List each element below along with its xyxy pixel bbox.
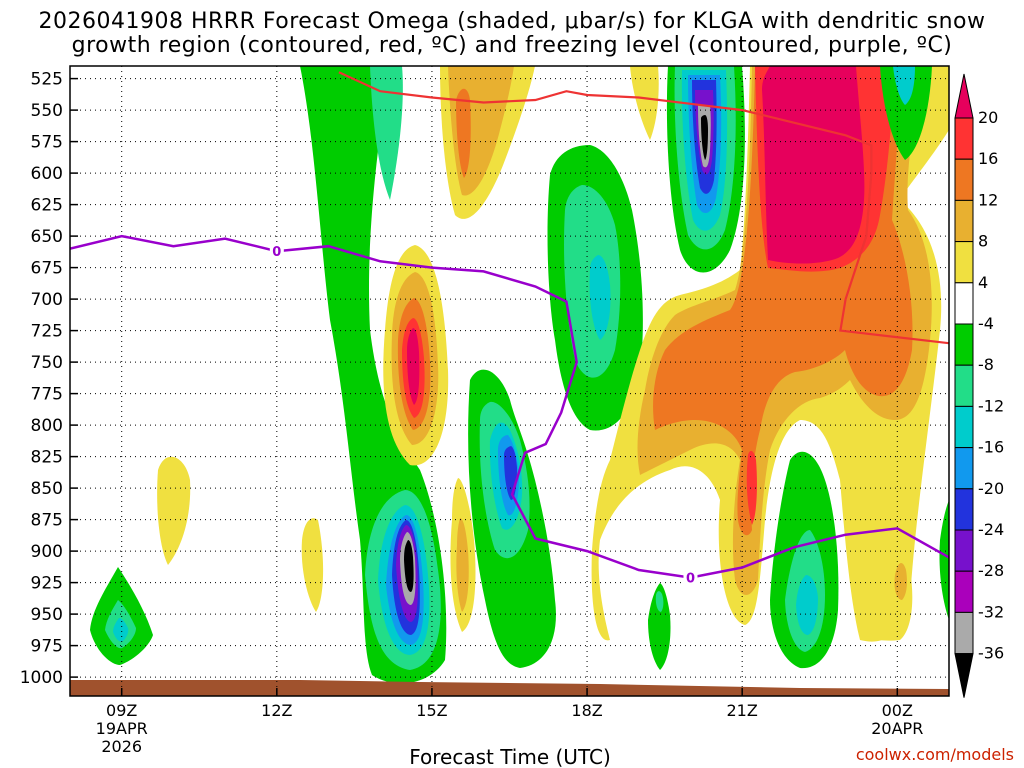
omega-fill-cyan-19z <box>589 255 611 340</box>
omega-fill-magenta-mid <box>407 328 420 405</box>
colorbar-segment <box>954 405 974 449</box>
y-tick-label: 600 <box>31 164 63 184</box>
colorbar-label: -8 <box>978 355 994 374</box>
freezing-level-label: 0 <box>686 572 695 587</box>
y-tick-label: 775 <box>31 385 63 405</box>
colorbar-segment <box>954 117 974 160</box>
y-tick-label: 725 <box>31 322 63 342</box>
omega-fill-cyan-23z <box>796 575 818 635</box>
omega-fill-green-edge-right <box>939 500 949 620</box>
x-tick-label: 18Z <box>571 701 602 720</box>
colorbar-label: 16 <box>978 149 998 168</box>
omega-fill-black-lower <box>404 540 414 592</box>
omega-fill-gold-16z <box>456 518 469 612</box>
x-tick-year: 2026 <box>101 737 142 756</box>
y-tick-label: 925 <box>31 574 63 594</box>
colorbar-top-arrow <box>954 73 974 119</box>
colorbar-segment <box>954 241 974 284</box>
colorbar-label: -16 <box>978 438 1004 457</box>
chart-title-line2: growth region (contoured, red, ºC) and f… <box>72 33 953 58</box>
colorbar: 20 16 12 8 4 -4 -8 -12 -16 -20 -24 -28 -32 -36 <box>954 73 1004 698</box>
colorbar-segment <box>954 529 974 572</box>
y-tick-label: 950 <box>31 605 63 625</box>
colorbar-segment <box>954 364 974 407</box>
y-tick-label: 625 <box>31 196 63 216</box>
colorbar-segment <box>954 447 974 490</box>
colorbar-label: 8 <box>978 232 988 251</box>
y-tick-label: 550 <box>31 101 63 121</box>
omega-fill-yellow-small-1 <box>157 456 191 565</box>
colorbar-segment <box>954 282 974 325</box>
omega-fill-teal-20z <box>655 591 664 612</box>
colorbar-label: 12 <box>978 190 998 209</box>
y-tick-label: 700 <box>31 290 63 310</box>
colorbar-label: -4 <box>978 314 994 333</box>
colorbar-segment <box>954 488 974 531</box>
y-tick-label: 975 <box>31 637 63 657</box>
y-tick-label: 575 <box>31 133 63 153</box>
colorbar-segment <box>954 611 974 655</box>
x-tick-date: 20APR <box>871 719 923 738</box>
x-tick-label: 12Z <box>261 701 292 720</box>
y-tick-label: 525 <box>31 70 63 90</box>
x-tick-label: 15Z <box>416 701 447 720</box>
omega-fill-orange-upper <box>456 88 471 178</box>
omega-fill-teal-left <box>370 66 403 200</box>
colorbar-label: -36 <box>978 644 1004 663</box>
y-tick-label: 800 <box>31 416 63 436</box>
y-tick-label: 875 <box>31 511 63 531</box>
omega-fill-yellow-19z-top <box>630 66 659 140</box>
freezing-level-label: 0 <box>272 245 281 260</box>
omega-fill-teal-upper-right <box>893 66 915 105</box>
chart-title-line1: 2026041908 HRRR Forecast Omega (shaded, … <box>39 9 986 34</box>
colorbar-label: 4 <box>978 273 988 292</box>
omega-fill-magenta-right <box>762 66 865 264</box>
x-tick-label: 00Z <box>882 701 913 720</box>
dgz-contour-line <box>338 71 949 345</box>
x-axis-label: Forecast Time (UTC) <box>409 745 611 768</box>
x-tick-label: 09Z <box>106 701 137 720</box>
x-tick-date: 19APR <box>96 719 148 738</box>
omega-fill-yellow-small-2 <box>301 518 324 612</box>
y-tick-label: 850 <box>31 479 63 499</box>
colorbar-segment <box>954 158 974 201</box>
omega-shading <box>70 66 949 696</box>
y-tick-label: 825 <box>31 448 63 468</box>
colorbar-label: -32 <box>978 602 1004 621</box>
colorbar-bottom-arrow <box>954 653 974 698</box>
y-tick-label: 1000 <box>20 668 63 688</box>
colorbar-label: -20 <box>978 479 1004 498</box>
colorbar-label: 20 <box>978 108 998 127</box>
freezing-level-label-bg <box>269 243 284 260</box>
y-tick-label: 675 <box>31 259 63 279</box>
omega-fill-cyan-small-9z <box>113 618 129 642</box>
gridlines <box>70 66 949 696</box>
plot-border <box>69 65 950 697</box>
y-tick-label: 750 <box>31 353 63 373</box>
omega-fill-green-20z <box>648 583 671 670</box>
y-tick-label: 900 <box>31 542 63 562</box>
ground-strip <box>70 680 949 696</box>
credit-text: coolwx.com/models <box>856 745 1014 764</box>
x-tick-label: 21Z <box>727 701 758 720</box>
y-tick-label: 650 <box>31 227 63 247</box>
colorbar-segment <box>954 570 974 613</box>
omega-fill-black-21z <box>701 115 708 160</box>
colorbar-label: -24 <box>978 520 1004 539</box>
colorbar-segment <box>954 323 974 366</box>
colorbar-segment <box>954 199 974 243</box>
colorbar-label: -12 <box>978 396 1004 415</box>
y-axis: 525 550 575 600 625 650 675 700 725 750 775 800 825 8… <box>20 70 78 688</box>
freezing-level-label-bg <box>683 569 698 586</box>
contour-lines: 00 <box>70 71 949 587</box>
colorbar-label: -28 <box>978 561 1004 580</box>
omega-fill-green-upper-right <box>880 66 932 160</box>
omega-fill-gold-lower-right <box>894 563 907 600</box>
